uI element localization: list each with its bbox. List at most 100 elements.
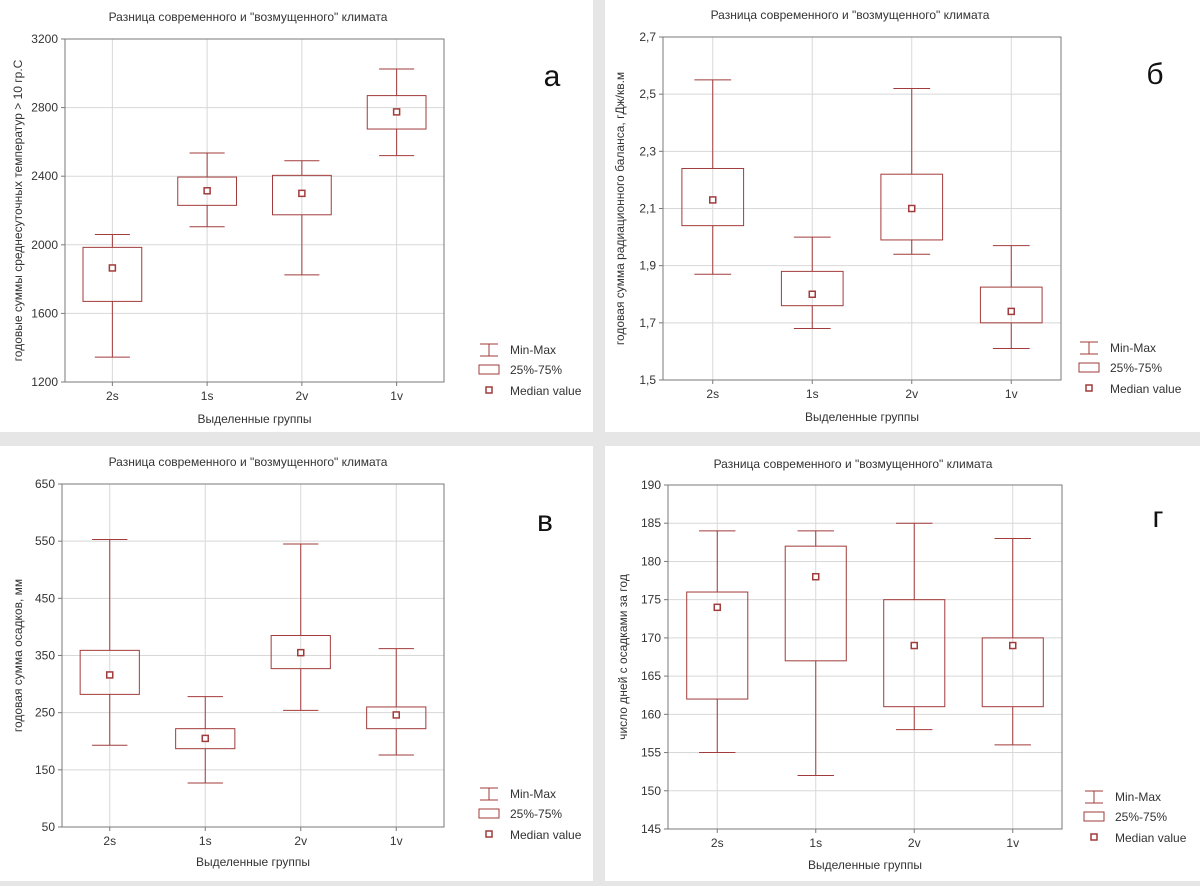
y-tick-label: 1,9 xyxy=(639,259,656,273)
y-tick-label: 250 xyxy=(35,706,55,720)
median-marker xyxy=(106,671,114,679)
iqr-box xyxy=(366,95,427,130)
iqr-box xyxy=(784,545,847,662)
legend-iqr-icon xyxy=(1078,362,1100,373)
iqr-box xyxy=(880,173,944,241)
panel-letter: г xyxy=(1153,501,1164,534)
legend-iqr-label: 25%-75% xyxy=(510,363,562,377)
panel-letter: а xyxy=(544,60,561,93)
legend-median-icon xyxy=(485,830,493,838)
legend-iqr-icon xyxy=(478,364,500,375)
legend-iqr-label: 25%-75% xyxy=(1110,361,1162,375)
x-tick-label: 2s xyxy=(711,836,724,850)
median-marker xyxy=(1007,307,1015,316)
plot-area xyxy=(668,485,1062,829)
chart-title: Разница современного и "возмущенного" кл… xyxy=(109,455,388,469)
y-tick-label: 2,5 xyxy=(639,87,656,101)
chart-panel-b: 1,5 1,7 1,9 2,1 2,3 2,5 2,7 2s 1s 2v 1v Разница сов… xyxy=(605,0,1200,432)
legend-iqr-label: 25%-75% xyxy=(510,807,562,821)
y-axis-label: годовые суммы среднесуточных температур … xyxy=(11,59,25,361)
median-marker xyxy=(1009,641,1017,650)
plot-frame xyxy=(64,38,445,383)
y-axis-label: число дней с осадками за год xyxy=(616,574,630,740)
legend-median-icon xyxy=(485,386,493,394)
y-tick-label: 2,3 xyxy=(639,144,656,158)
x-tick-label: 2v xyxy=(296,389,309,403)
x-tick-label: 1s xyxy=(806,387,819,401)
median-marker xyxy=(108,264,117,272)
y-tick-label: 350 xyxy=(35,649,55,663)
legend-median-label: Median value xyxy=(1115,831,1187,845)
legend-median-label: Median value xyxy=(510,384,582,398)
median-marker xyxy=(812,572,820,581)
y-tick-label: 2,1 xyxy=(639,202,656,216)
x-tick-label: 2s xyxy=(106,389,119,403)
chart-panel-g: 145 150 155 160 165 170 175 180 185 190 2s 1s 2v 1v Ра… xyxy=(605,446,1200,881)
y-tick-label: 3200 xyxy=(31,32,58,46)
plot-frame xyxy=(61,483,445,828)
plot-frame xyxy=(667,484,1063,830)
y-tick-label: 2400 xyxy=(31,169,58,183)
plot-frame xyxy=(662,36,1062,381)
y-tick-label: 50 xyxy=(42,820,56,834)
median-marker xyxy=(297,648,305,657)
y-tick-label: 190 xyxy=(641,478,661,492)
y-axis-label: годовая сумма радиационного баланса, гДж… xyxy=(613,72,627,345)
iqr-box xyxy=(82,246,143,302)
legend-median-icon xyxy=(1085,384,1093,392)
legend-iqr-label: 25%-75% xyxy=(1115,810,1167,824)
y-tick-label: 550 xyxy=(35,534,55,548)
x-tick-label: 2v xyxy=(294,834,307,848)
y-axis-label: годовая сумма осадков, мм xyxy=(11,579,25,732)
iqr-box xyxy=(175,728,236,750)
iqr-box xyxy=(79,649,140,695)
legend-minmax-label: Min-Max xyxy=(1115,790,1161,804)
x-axis-label: Выделенные группы xyxy=(805,410,919,424)
iqr-box xyxy=(686,591,749,700)
chart-panel-v: 50 150 250 350 450 550 650 2s 1s 2v 1v Разница совр… xyxy=(0,446,593,881)
median-marker xyxy=(709,196,717,204)
legend-minmax-label: Min-Max xyxy=(1110,341,1156,355)
y-tick-label: 2800 xyxy=(31,101,58,115)
median-marker xyxy=(713,603,721,612)
median-marker xyxy=(392,711,400,719)
panel-letter: в xyxy=(537,505,553,538)
x-tick-label: 1v xyxy=(390,834,403,848)
legend-minmax-label: Min-Max xyxy=(510,787,556,801)
x-axis-label: Выделенные группы xyxy=(197,412,311,426)
median-marker xyxy=(908,204,916,213)
y-tick-label: 1,7 xyxy=(639,316,656,330)
chart-title: Разница современного и "возмущенного" кл… xyxy=(714,457,993,471)
chart-panel-a: 1200 1600 2000 2400 2800 3200 2s 1s 2v 1v Разница … xyxy=(0,0,593,432)
x-tick-label: 1s xyxy=(199,834,212,848)
median-marker xyxy=(298,189,306,198)
y-tick-label: 170 xyxy=(641,631,661,645)
median-marker xyxy=(201,734,209,743)
y-tick-label: 165 xyxy=(641,669,661,683)
iqr-box xyxy=(780,270,844,307)
x-tick-label: 2s xyxy=(706,387,719,401)
y-tick-label: 155 xyxy=(641,746,661,760)
y-tick-label: 160 xyxy=(641,707,661,721)
iqr-box xyxy=(979,286,1043,324)
y-tick-label: 150 xyxy=(35,763,55,777)
x-tick-label: 2s xyxy=(103,834,116,848)
median-marker xyxy=(808,290,816,298)
y-tick-label: 650 xyxy=(35,477,55,491)
x-tick-label: 1s xyxy=(809,836,822,850)
iqr-box xyxy=(177,176,237,206)
chart-svg-g: 145 150 155 160 165 170 175 180 185 190 2s 1s 2v 1v Ра… xyxy=(616,457,1187,872)
chart-svg-a: 1200 1600 2000 2400 2800 3200 2s 1s 2v 1v Разница … xyxy=(11,10,582,426)
x-tick-label: 1s xyxy=(201,389,214,403)
panel-letter: б xyxy=(1146,58,1163,91)
x-tick-label: 2v xyxy=(908,836,921,850)
chart-svg-b: 1,5 1,7 1,9 2,1 2,3 2,5 2,7 2s 1s 2v 1v Разница сов… xyxy=(613,8,1182,424)
y-tick-label: 175 xyxy=(641,593,661,607)
iqr-box xyxy=(981,637,1044,708)
legend-iqr-icon xyxy=(478,808,500,819)
iqr-box xyxy=(883,599,946,708)
plot-area xyxy=(65,39,444,382)
legend-median-label: Median value xyxy=(510,828,582,842)
legend-minmax-label: Min-Max xyxy=(510,343,556,357)
iqr-box xyxy=(272,174,332,216)
